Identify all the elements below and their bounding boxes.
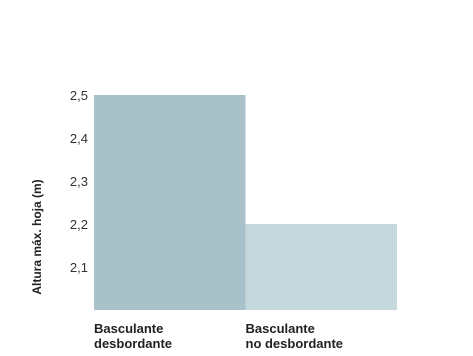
y-axis-ticks: 2,1 2,2 2,3 2,4 2,5 bbox=[70, 88, 88, 275]
y-tick-label: 2,4 bbox=[70, 131, 88, 146]
y-tick-label: 2,5 bbox=[70, 88, 88, 103]
category-label: Basculante desbordante bbox=[94, 321, 172, 351]
y-axis-label: Altura máx. hoja (m) bbox=[30, 179, 44, 294]
category-label-line: no desbordante bbox=[246, 336, 344, 351]
y-tick-label: 2,1 bbox=[70, 260, 88, 275]
bar bbox=[245, 224, 397, 310]
category-label-line: desbordante bbox=[94, 336, 172, 351]
category-label-line: Basculante bbox=[94, 321, 163, 336]
category-label-line: Basculante bbox=[246, 321, 315, 336]
category-label: Basculante no desbordante bbox=[246, 321, 344, 351]
bars bbox=[94, 95, 397, 310]
bar bbox=[94, 95, 246, 310]
y-tick-label: 2,3 bbox=[70, 174, 88, 189]
y-tick-label: 2,2 bbox=[70, 217, 88, 232]
